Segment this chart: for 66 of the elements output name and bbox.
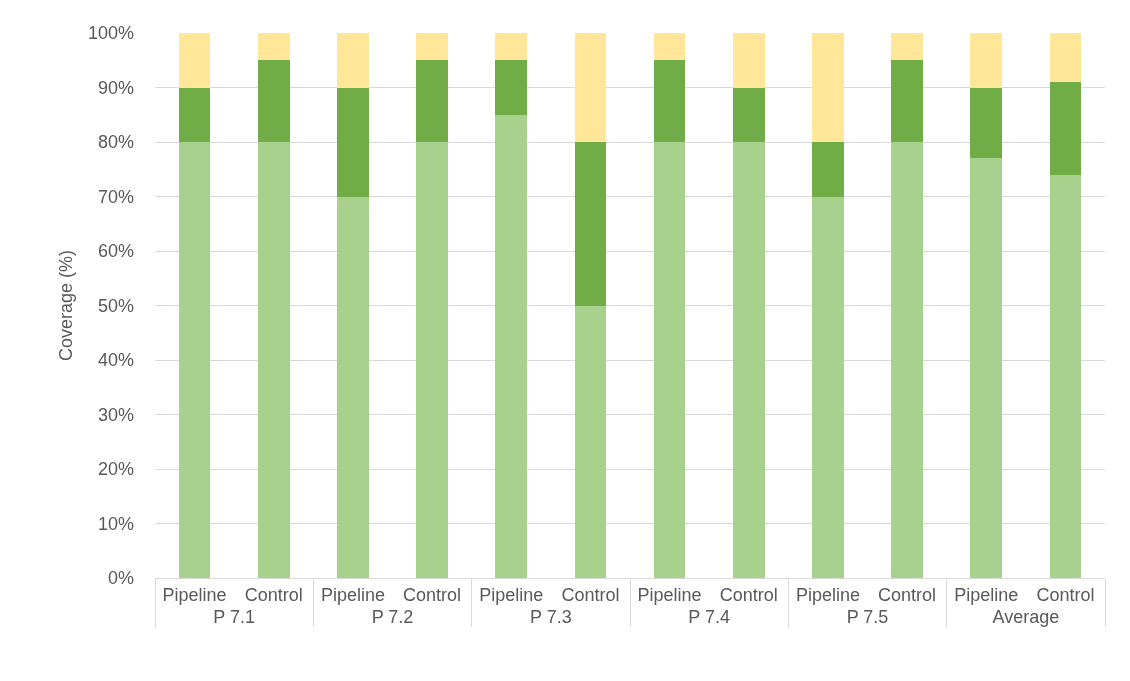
category-label: Control (561, 584, 620, 605)
category-label: Control (244, 584, 303, 605)
category-label: Pipeline (795, 584, 860, 605)
bar (970, 87, 1003, 159)
y-axis-title: Coverage (%) (56, 249, 77, 362)
category-label: Control (878, 584, 937, 605)
bar (891, 33, 923, 61)
category-label: P 7.3 (529, 606, 572, 627)
category-label: Control (403, 584, 462, 605)
bar (495, 33, 528, 61)
bar (812, 142, 844, 197)
bar (812, 33, 844, 142)
bar (257, 33, 290, 61)
category-label: Control (1036, 584, 1095, 605)
bar (891, 60, 923, 142)
y-tick-label: 20% (97, 459, 134, 480)
bar (337, 196, 369, 578)
category-label: Pipeline (479, 584, 544, 605)
y-tick-label: 70% (97, 186, 134, 207)
bar (257, 142, 290, 578)
category-label: P 7.1 (213, 606, 256, 627)
category-label: P 7.2 (371, 606, 414, 627)
bar (732, 33, 765, 88)
category-label: Pipeline (637, 584, 702, 605)
bar (574, 142, 607, 306)
bar (732, 142, 765, 578)
bar (891, 142, 923, 578)
bar (1049, 82, 1082, 175)
bar (812, 196, 844, 578)
category-label: Pipeline (954, 584, 1019, 605)
bar (337, 87, 369, 197)
category-label: Pipeline (162, 584, 227, 605)
bar (178, 142, 211, 578)
bar (416, 33, 448, 61)
category-label: Pipeline (320, 584, 385, 605)
category-label: P 7.5 (846, 606, 889, 627)
bar (574, 33, 607, 142)
bar (1049, 174, 1082, 578)
bar (416, 142, 448, 578)
y-tick-label: 10% (97, 513, 134, 534)
bar (416, 60, 448, 142)
y-tick-label: 80% (97, 132, 134, 153)
y-tick-label: 100% (87, 23, 134, 44)
y-tick-label: 40% (97, 350, 134, 371)
bar (178, 33, 211, 88)
bar (337, 33, 369, 88)
category-label: Average (992, 606, 1060, 627)
bar (653, 60, 686, 142)
y-tick-label: 60% (97, 241, 134, 262)
category-label: P 7.4 (688, 606, 731, 627)
bar (178, 87, 211, 142)
bar (970, 33, 1003, 88)
bar (574, 305, 607, 578)
bar (653, 142, 686, 578)
category-label: Control (719, 584, 778, 605)
y-tick-label: 0% (107, 568, 134, 589)
bar (495, 114, 528, 578)
y-tick-label: 90% (97, 77, 134, 98)
bar (732, 87, 765, 142)
bar (1049, 33, 1082, 83)
y-tick-label: 50% (97, 295, 134, 316)
bar (970, 158, 1003, 578)
bar (257, 60, 290, 142)
y-tick-label: 30% (97, 404, 134, 425)
bar (653, 33, 686, 61)
bar (495, 60, 528, 115)
